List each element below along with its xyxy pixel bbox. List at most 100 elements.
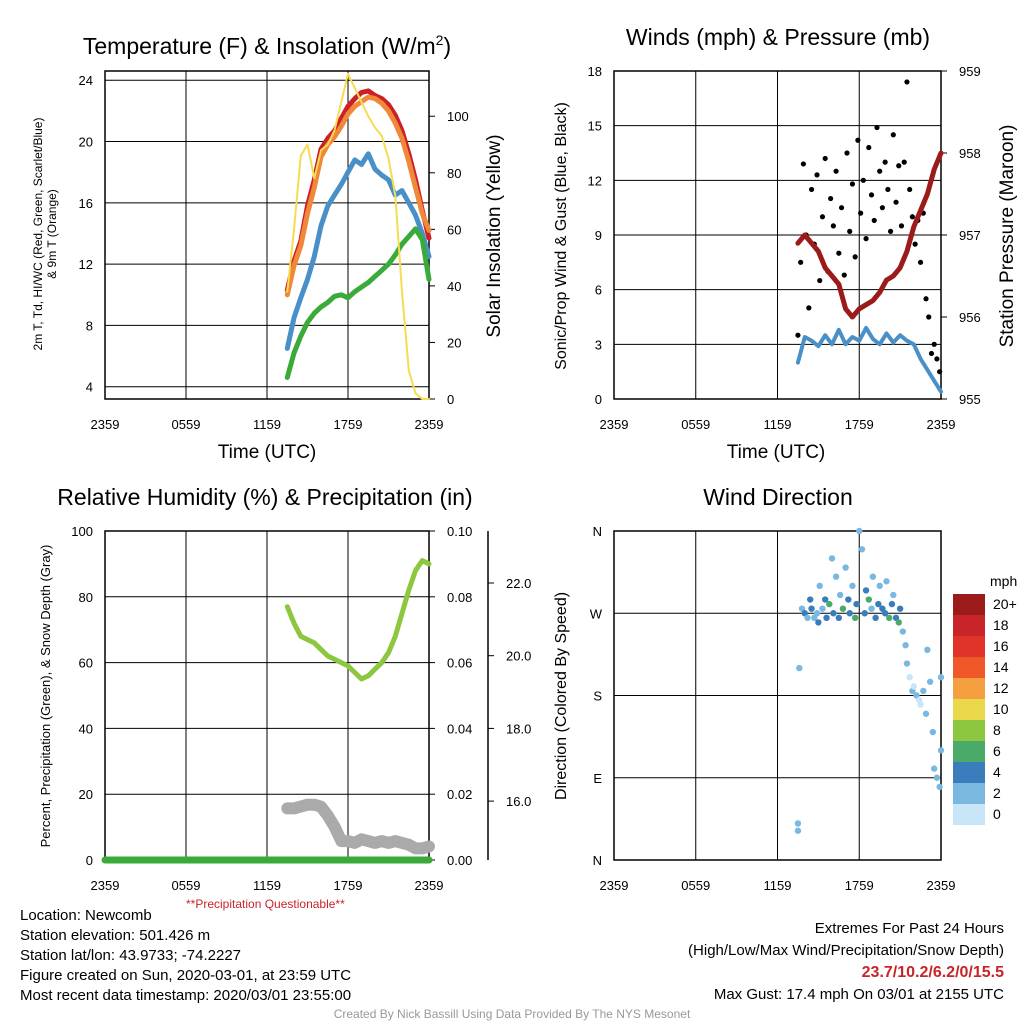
y-tick-label: 60 (79, 656, 93, 671)
direction-point (933, 774, 941, 781)
gust-point (923, 296, 929, 302)
direction-point (794, 827, 802, 834)
gust-point (885, 186, 891, 193)
gust-point (795, 332, 801, 338)
x-tick-label: 1759 (334, 878, 363, 893)
wind-chill-line (284, 151, 432, 351)
colorbar-label: 20+ (993, 596, 1017, 612)
y2-tick-label: 100 (447, 109, 469, 124)
direction-point (849, 582, 856, 590)
gust-point (828, 195, 834, 202)
gust-point (858, 210, 864, 216)
y2-tick-label: 956 (959, 310, 981, 325)
y2-tick-label: 0 (447, 392, 454, 407)
2m-temperature-line (284, 88, 432, 293)
x-tick-label: 2359 (600, 417, 629, 432)
precip-questionable-note: **Precipitation Questionable** (186, 897, 345, 911)
station-info: Location: Newcomb Station elevation: 501… (20, 906, 351, 1006)
gust-point (808, 186, 815, 193)
direction-point (862, 587, 870, 594)
direction-point (875, 600, 882, 608)
direction-point (796, 664, 803, 672)
direction-point (902, 642, 909, 649)
gust-point (855, 137, 861, 143)
y-tick-label: 15 (588, 119, 602, 134)
x-tick-label: 2359 (91, 417, 120, 432)
y-tick-label: N (593, 853, 602, 868)
direction-point (823, 614, 830, 622)
direction-point (794, 820, 802, 827)
colorbar-swatch (953, 657, 985, 678)
y-tick-label: S (593, 689, 602, 704)
direction-point (815, 619, 822, 626)
direction-point (896, 605, 904, 612)
y2-tick-label: 20 (447, 335, 461, 350)
direction-point (856, 527, 863, 535)
direction-point (929, 728, 937, 736)
y2-tick-label: 0.08 (447, 590, 472, 605)
extremes-box: Extremes For Past 24 Hours (High/Low/Max… (688, 918, 1004, 1006)
gust-point (849, 181, 856, 187)
gust-point (896, 163, 902, 169)
plot-frame (613, 530, 942, 861)
direction-point (899, 628, 907, 635)
gust-point (934, 356, 940, 362)
snow-depth-line (281, 798, 435, 855)
y2-tick-label: 0.06 (447, 656, 472, 671)
x-tick-label: 2359 (415, 417, 444, 432)
direction-point (895, 619, 902, 626)
plot-frame (613, 70, 942, 400)
direction-point (922, 710, 930, 717)
x-tick-label: 0559 (681, 417, 710, 432)
gust-point (898, 223, 905, 229)
colorbar-label: 8 (993, 722, 1001, 738)
y-tick-label: 8 (86, 318, 93, 333)
y-tick-label: 20 (79, 135, 93, 150)
direction-point (936, 783, 943, 791)
colorbar-label: 4 (993, 764, 1001, 780)
wdir-panel-ylabel: Direction (Colored By Speed) (553, 592, 570, 800)
direction-point (830, 610, 837, 617)
direction-point (846, 610, 853, 617)
gust-point (806, 305, 812, 311)
y2-tick-label: 80 (447, 166, 461, 181)
y-tick-label: E (593, 771, 602, 786)
x-tick-label: 0559 (172, 417, 201, 432)
gust-point (917, 259, 924, 265)
info-location: Location: Newcomb (20, 907, 152, 924)
direction-point (807, 596, 814, 603)
gust-point (901, 159, 907, 165)
colorbar-swatch (953, 783, 985, 804)
x-tick-label: 2359 (91, 878, 120, 893)
gust-point (887, 228, 894, 234)
direction-point (804, 614, 811, 622)
gust-point (879, 205, 886, 211)
colorbar-label: 14 (993, 659, 1009, 675)
direction-point (808, 605, 815, 612)
y2-tick-label: 0.00 (447, 853, 472, 868)
x-tick-label: 2359 (927, 878, 956, 893)
x-tick-label: 0559 (172, 878, 201, 893)
y3-tick-label: 22.0 (506, 576, 531, 591)
direction-point (869, 573, 877, 580)
gust-point (866, 144, 872, 151)
gust-point (871, 217, 877, 224)
colorbar-swatch (953, 804, 985, 825)
direction-point (937, 747, 945, 754)
solar-insolation-line (286, 72, 430, 400)
y2-tick-label: 955 (959, 392, 981, 407)
x-tick-label: 0559 (681, 878, 710, 893)
direction-point (926, 678, 934, 685)
colorbar-label: 18 (993, 617, 1009, 633)
credit-line: Created By Nick Bassill Using Data Provi… (333, 1007, 691, 1021)
relative-humidity-line (284, 558, 432, 682)
gust-point (868, 192, 875, 198)
gust-point (890, 132, 896, 138)
y-tick-label: 0 (86, 853, 93, 868)
y2-tick-label: 958 (959, 146, 981, 161)
rh-panel-title: Relative Humidity (%) & Precipitation (i… (57, 484, 472, 510)
gust-point (928, 350, 935, 357)
direction-point (876, 582, 883, 590)
extremes-title: Extremes For Past 24 Hours (814, 920, 1004, 937)
gust-point (822, 155, 828, 162)
